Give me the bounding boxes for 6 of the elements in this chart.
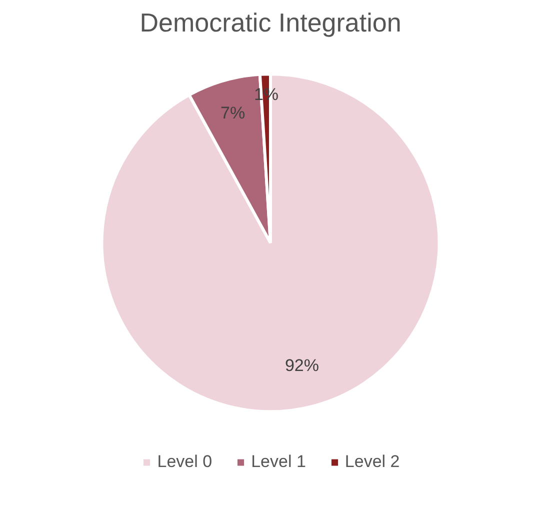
chart-title: Democratic Integration (140, 8, 402, 38)
data-label: 7% (220, 104, 246, 123)
data-label: 92% (284, 356, 319, 375)
legend-label: Level 2 (344, 452, 400, 472)
legend-label: Level 1 (251, 452, 306, 472)
legend-label: Level 0 (157, 452, 212, 472)
